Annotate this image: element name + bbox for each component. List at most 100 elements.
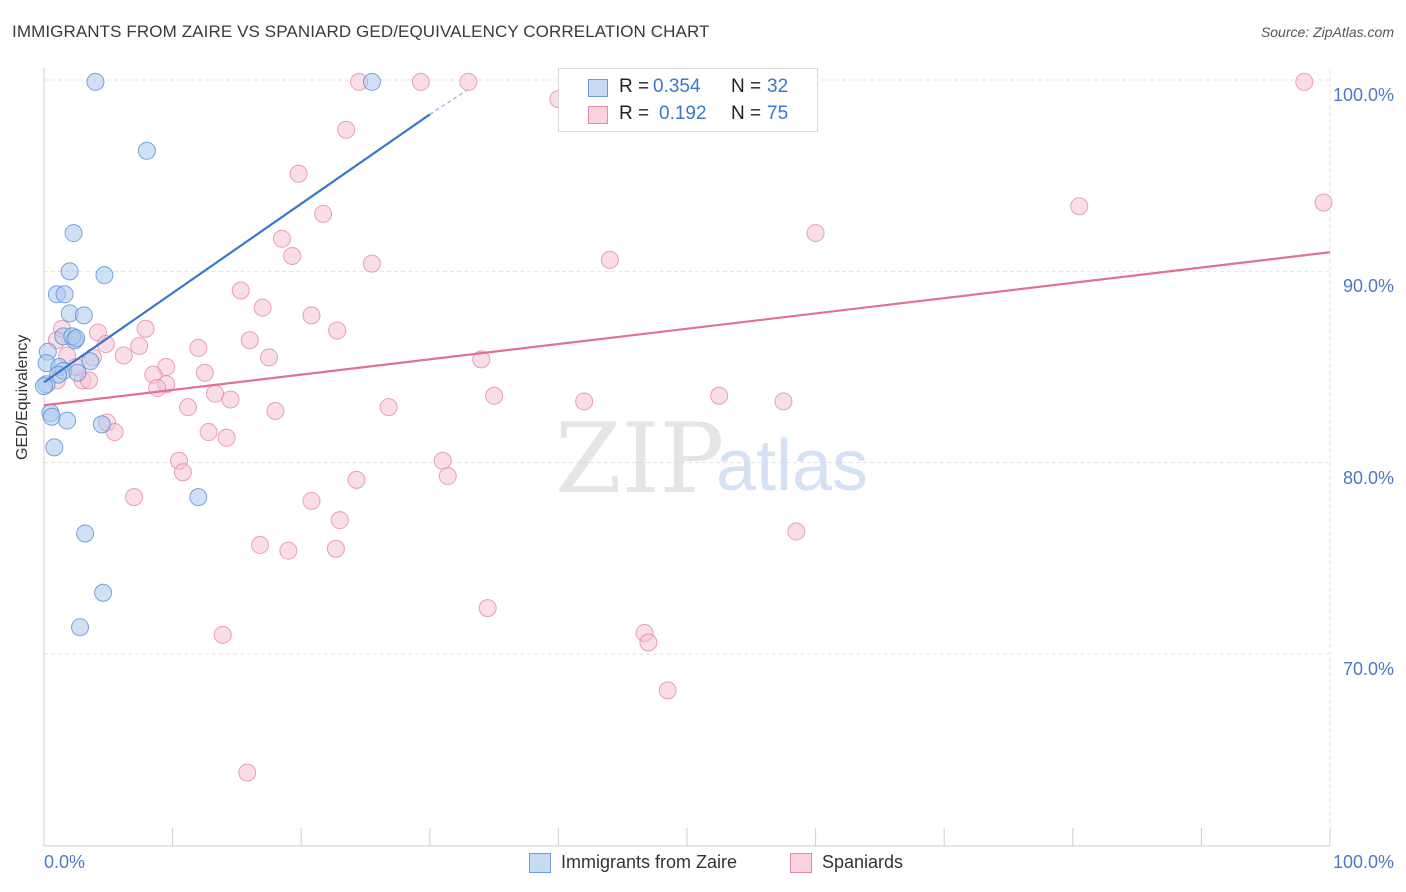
spaniards-point (272, 229, 291, 248)
zaire-point (60, 262, 79, 281)
spaniards-point (195, 363, 214, 382)
spaniards-point (478, 599, 497, 618)
spaniards-point (438, 467, 457, 486)
trend-lines (43, 87, 1331, 407)
spaniards-point (231, 281, 250, 300)
spaniards-point (253, 298, 272, 317)
spaniards-point (328, 321, 347, 340)
zaire-point (58, 411, 77, 430)
spaniards-point (283, 247, 302, 266)
source-credit: Source: ZipAtlas.com (1260, 24, 1394, 40)
spaniards-point (240, 331, 259, 350)
zaire-point (95, 266, 114, 285)
spaniards-point (213, 625, 232, 644)
zaire-point (71, 618, 90, 637)
stats-row-zaire: R = 0.354 N = 32 (559, 73, 817, 101)
spaniards-point (337, 120, 356, 139)
n-value: 32 (767, 76, 789, 97)
watermark: ZIP atlas (555, 403, 868, 515)
spaniards-point (362, 254, 381, 273)
x-tick-max: 100.0% (1332, 852, 1394, 872)
spaniards-point (266, 402, 285, 421)
spaniards-point (173, 463, 192, 482)
spaniards-trend-line (43, 251, 1331, 407)
spaniards-point (199, 423, 218, 442)
spaniards-point (411, 72, 430, 91)
spaniards-point (485, 386, 504, 405)
spaniards-point (459, 72, 478, 91)
n-label: N = (731, 76, 762, 97)
spaniards-point (658, 681, 677, 700)
watermark-atlas: atlas (716, 426, 868, 506)
r-label: R = (619, 103, 650, 124)
spaniards-point (217, 428, 236, 447)
y-tick-label: 90.0% (1342, 276, 1394, 297)
zaire-point (74, 306, 93, 325)
x-tick-min: 0.0% (44, 852, 86, 872)
zaire-point (137, 141, 156, 160)
spaniards-point (347, 470, 366, 489)
spaniards-point (302, 306, 321, 325)
legend-label: Spaniards (822, 852, 904, 872)
spaniards-points (47, 72, 1333, 782)
zaire-point (189, 488, 208, 507)
zaire-trend-line (43, 113, 431, 384)
y-tick-label: 100.0% (1332, 85, 1394, 105)
zaire-point (67, 329, 86, 348)
zaire-point (76, 524, 95, 543)
y-tick-label: 70.0% (1342, 659, 1394, 679)
spaniards-point (472, 350, 491, 369)
zaire-point (42, 407, 61, 426)
axes (43, 68, 1331, 847)
spaniards-point (251, 535, 270, 554)
zaire-point (94, 583, 113, 602)
spaniards-point (136, 319, 155, 338)
zaire-point (86, 72, 105, 91)
zaire-point (64, 224, 83, 243)
spaniards-point (600, 250, 619, 269)
spaniards-point (148, 379, 167, 398)
spaniards-point (289, 164, 308, 183)
spaniards-swatch (588, 106, 608, 124)
zaire-legend-swatch (529, 853, 551, 873)
spaniards-point (179, 398, 198, 417)
r-value: 0.192 (659, 103, 707, 124)
spaniards-point (787, 522, 806, 541)
spaniards-point (774, 392, 793, 411)
r-label: R = (619, 76, 650, 97)
spaniards-point (189, 338, 208, 357)
spaniards-point (379, 398, 398, 417)
zaire-trend-extension (429, 87, 472, 116)
zaire-point (45, 438, 64, 457)
spaniards-point (806, 224, 825, 243)
spaniards-point (710, 386, 729, 405)
zaire-point (68, 363, 87, 382)
spaniards-point (575, 392, 594, 411)
zaire-point (55, 285, 74, 304)
spaniards-point (314, 204, 333, 223)
y-tick-label: 80.0% (1342, 467, 1394, 488)
n-label: N = (731, 103, 762, 124)
y-axis-label: GED/Equivalency (14, 334, 31, 460)
spaniards-point (326, 539, 345, 558)
r-value: 0.354 (653, 76, 701, 97)
spaniards-point (1295, 72, 1314, 91)
zaire-point (92, 415, 111, 434)
spaniards-point (221, 390, 240, 409)
watermark-zip: ZIP (555, 403, 724, 515)
spaniards-legend-swatch (790, 853, 812, 873)
legend-label: Immigrants from Zaire (561, 852, 738, 872)
spaniards-point (125, 488, 144, 507)
spaniards-point (302, 491, 321, 510)
zaire-point (81, 352, 100, 371)
zaire-point (35, 377, 53, 396)
zaire-point (362, 72, 381, 91)
spaniards-point (114, 346, 133, 365)
spaniards-point (1314, 193, 1333, 212)
spaniards-point (330, 511, 349, 530)
spaniards-point (130, 336, 149, 355)
chart-title: IMMIGRANTS FROM ZAIRE VS SPANIARD GED/EQ… (12, 22, 710, 41)
spaniards-point (279, 541, 298, 560)
zaire-swatch (588, 79, 608, 97)
spaniards-point (639, 633, 658, 652)
